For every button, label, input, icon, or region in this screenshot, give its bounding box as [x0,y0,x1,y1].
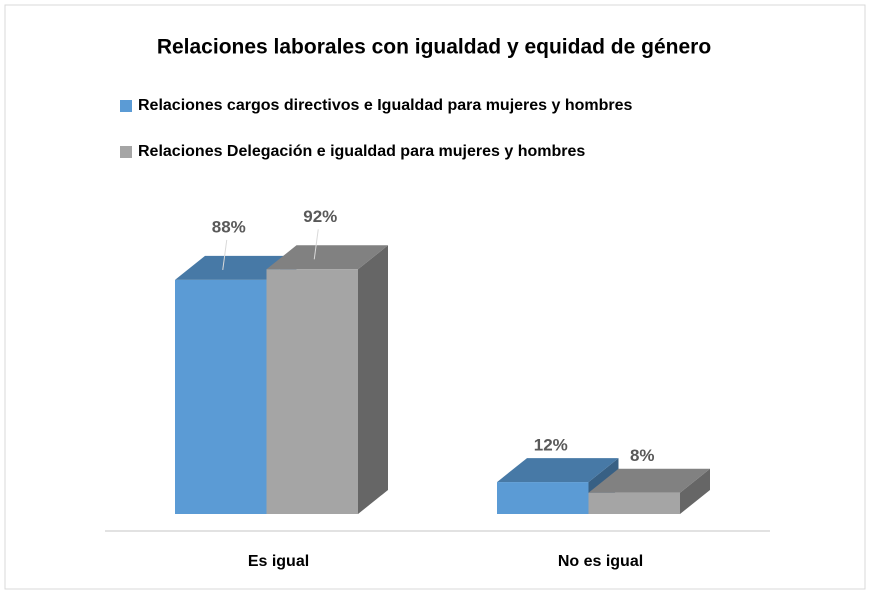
bar [175,279,267,514]
bar-top [175,255,297,280]
bar [266,269,358,514]
legend-swatch [120,146,132,158]
x-tick-label: No es igual [558,553,643,570]
legend-swatch [120,100,132,112]
leader-line [222,239,228,270]
bar-top [497,458,619,483]
chart-title: Relaciones laborales con igualdad y equi… [157,36,711,59]
x-tick-label: Es igual [248,553,309,570]
chart-frame [4,4,866,590]
legend-label: Relaciones Delegación e igualdad para mu… [138,143,585,160]
data-label: 12% [534,436,568,455]
bar-top [588,468,710,493]
bar-top [266,245,388,270]
data-label: 8% [630,446,655,465]
bar-side [358,245,388,514]
leader-line [313,229,319,260]
bar-side [680,468,710,514]
data-label: 88% [212,217,246,236]
bar [588,492,680,514]
data-label: 92% [303,207,337,226]
bar [497,482,589,514]
legend-label: Relaciones cargos directivos e Igualdad … [138,97,633,114]
